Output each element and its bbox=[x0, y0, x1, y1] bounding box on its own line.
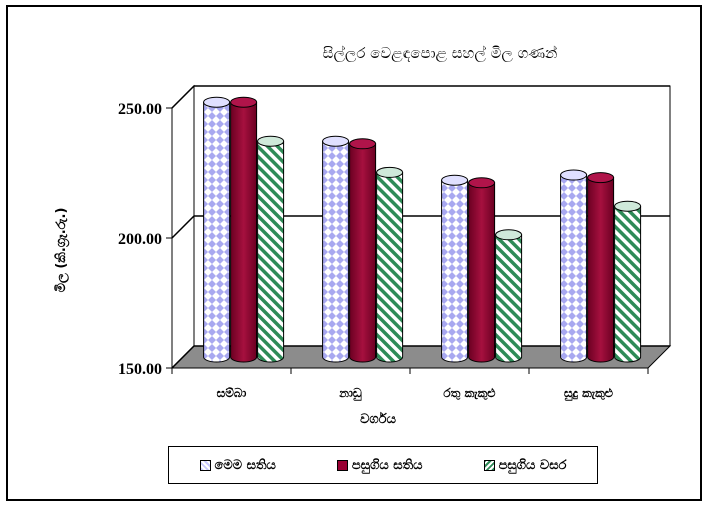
x-tick-label: සම්බා bbox=[217, 386, 247, 400]
bar-top bbox=[615, 201, 641, 211]
x-axis-label: වර්ගය bbox=[360, 411, 396, 427]
bar-top bbox=[231, 97, 257, 107]
bar-top bbox=[258, 136, 284, 146]
x-tick-label: සුදු කැකුළු bbox=[564, 386, 613, 402]
bar bbox=[350, 144, 376, 362]
bar bbox=[258, 141, 284, 362]
bar-top bbox=[469, 178, 495, 188]
bar bbox=[588, 178, 614, 362]
bar bbox=[204, 102, 230, 362]
legend-item: මෙම සතිය bbox=[200, 458, 276, 473]
bar-top bbox=[588, 173, 614, 183]
chart-title: සිල්ලර වෙළඳපොළ සහල් මිල ගණන් bbox=[323, 44, 558, 62]
y-tick-label: 150.00 bbox=[118, 361, 162, 378]
bar bbox=[496, 235, 522, 362]
legend-label: මෙම සතිය bbox=[215, 458, 276, 473]
legend-label: පසුගිය සතිය bbox=[352, 458, 423, 473]
x-tick-label: රතු කැකුළු bbox=[443, 386, 495, 401]
legend-item: පසුගිය වසර bbox=[484, 458, 567, 473]
bar-top bbox=[377, 167, 403, 177]
bar bbox=[231, 102, 257, 362]
x-tick-label: නාඩු bbox=[338, 386, 362, 402]
y-tick-label: 250.00 bbox=[118, 101, 162, 118]
y-tick-label: 200.00 bbox=[118, 231, 162, 248]
legend-swatch bbox=[484, 460, 495, 471]
bar-top bbox=[442, 175, 468, 185]
bar-top bbox=[496, 230, 522, 240]
legend: මෙම සතිය පසුගිය සතිය පසුගිය වසර bbox=[168, 446, 598, 484]
bar bbox=[469, 183, 495, 362]
bar bbox=[377, 172, 403, 362]
legend-label: පසුගිය වසර bbox=[499, 458, 567, 473]
bar bbox=[442, 180, 468, 362]
bar bbox=[561, 175, 587, 362]
bar bbox=[323, 141, 349, 362]
bar bbox=[615, 206, 641, 362]
legend-swatch bbox=[200, 460, 211, 471]
bar-top bbox=[204, 97, 230, 107]
bar-top bbox=[561, 170, 587, 180]
y-axis-label: මිල (කි.ග්‍රෑ.රු.) bbox=[53, 208, 70, 293]
bar-top bbox=[350, 139, 376, 149]
legend-swatch bbox=[337, 460, 348, 471]
legend-item: පසුගිය සතිය bbox=[337, 458, 423, 473]
bar-top bbox=[323, 136, 349, 146]
